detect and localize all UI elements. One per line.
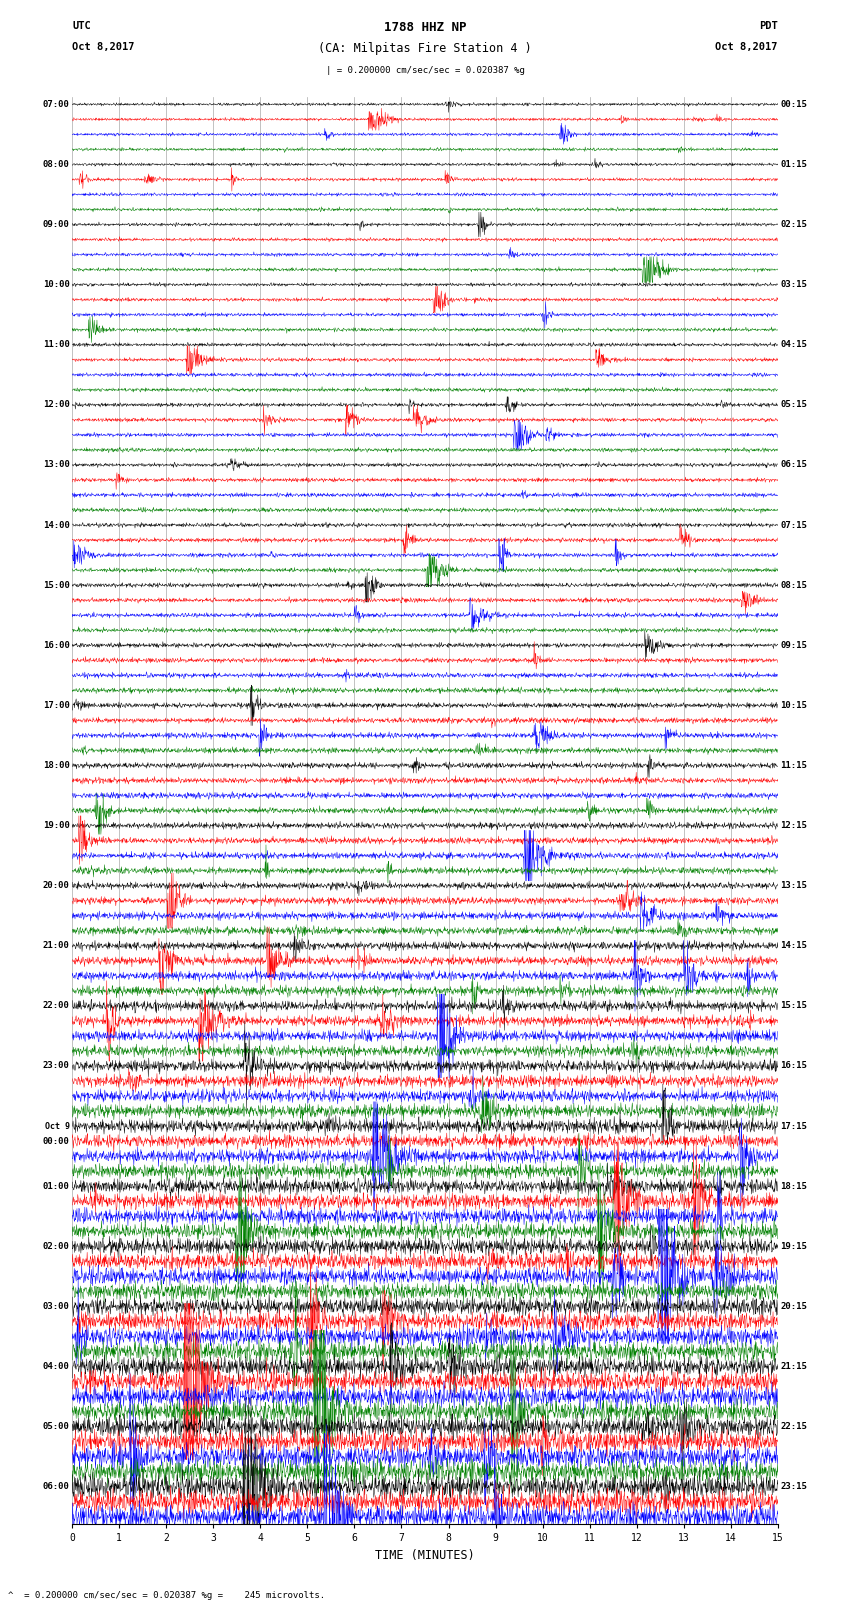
- Text: 06:15: 06:15: [780, 460, 808, 469]
- Text: 10:00: 10:00: [42, 281, 70, 289]
- Text: 00:15: 00:15: [780, 100, 808, 108]
- Text: 15:00: 15:00: [42, 581, 70, 590]
- Text: 17:15: 17:15: [780, 1121, 808, 1131]
- X-axis label: TIME (MINUTES): TIME (MINUTES): [375, 1548, 475, 1561]
- Text: 1788 HHZ NP: 1788 HHZ NP: [383, 21, 467, 34]
- Text: 00:00: 00:00: [42, 1137, 70, 1145]
- Text: 20:15: 20:15: [780, 1302, 808, 1311]
- Text: 12:00: 12:00: [42, 400, 70, 410]
- Text: Oct 9: Oct 9: [45, 1121, 70, 1131]
- Text: 05:15: 05:15: [780, 400, 808, 410]
- Text: 23:15: 23:15: [780, 1482, 808, 1492]
- Text: 07:00: 07:00: [42, 100, 70, 108]
- Text: 02:15: 02:15: [780, 219, 808, 229]
- Text: 09:00: 09:00: [42, 219, 70, 229]
- Text: 13:15: 13:15: [780, 881, 808, 890]
- Text: 03:00: 03:00: [42, 1302, 70, 1311]
- Text: UTC: UTC: [72, 21, 91, 31]
- Text: 10:15: 10:15: [780, 700, 808, 710]
- Text: 01:15: 01:15: [780, 160, 808, 169]
- Text: 21:15: 21:15: [780, 1361, 808, 1371]
- Text: | = 0.200000 cm/sec/sec = 0.020387 %g: | = 0.200000 cm/sec/sec = 0.020387 %g: [326, 66, 524, 76]
- Text: 03:15: 03:15: [780, 281, 808, 289]
- Text: 13:00: 13:00: [42, 460, 70, 469]
- Text: 21:00: 21:00: [42, 942, 70, 950]
- Text: ^  = 0.200000 cm/sec/sec = 0.020387 %g =    245 microvolts.: ^ = 0.200000 cm/sec/sec = 0.020387 %g = …: [8, 1590, 326, 1600]
- Text: 04:15: 04:15: [780, 340, 808, 350]
- Text: 19:15: 19:15: [780, 1242, 808, 1250]
- Text: 09:15: 09:15: [780, 640, 808, 650]
- Text: 11:15: 11:15: [780, 761, 808, 769]
- Text: 18:15: 18:15: [780, 1182, 808, 1190]
- Text: 18:00: 18:00: [42, 761, 70, 769]
- Text: 22:00: 22:00: [42, 1002, 70, 1010]
- Text: 19:00: 19:00: [42, 821, 70, 831]
- Text: 02:00: 02:00: [42, 1242, 70, 1250]
- Text: 14:00: 14:00: [42, 521, 70, 529]
- Text: 22:15: 22:15: [780, 1423, 808, 1431]
- Text: 04:00: 04:00: [42, 1361, 70, 1371]
- Text: 11:00: 11:00: [42, 340, 70, 350]
- Text: 20:00: 20:00: [42, 881, 70, 890]
- Text: 17:00: 17:00: [42, 700, 70, 710]
- Text: 06:00: 06:00: [42, 1482, 70, 1492]
- Text: 23:00: 23:00: [42, 1061, 70, 1071]
- Text: 08:15: 08:15: [780, 581, 808, 590]
- Text: 01:00: 01:00: [42, 1182, 70, 1190]
- Text: 05:00: 05:00: [42, 1423, 70, 1431]
- Text: 16:15: 16:15: [780, 1061, 808, 1071]
- Text: 14:15: 14:15: [780, 942, 808, 950]
- Text: 12:15: 12:15: [780, 821, 808, 831]
- Text: 07:15: 07:15: [780, 521, 808, 529]
- Text: PDT: PDT: [759, 21, 778, 31]
- Text: 08:00: 08:00: [42, 160, 70, 169]
- Text: 16:00: 16:00: [42, 640, 70, 650]
- Text: Oct 8,2017: Oct 8,2017: [72, 42, 135, 52]
- Text: Oct 8,2017: Oct 8,2017: [715, 42, 778, 52]
- Text: (CA: Milpitas Fire Station 4 ): (CA: Milpitas Fire Station 4 ): [318, 42, 532, 55]
- Text: 15:15: 15:15: [780, 1002, 808, 1010]
